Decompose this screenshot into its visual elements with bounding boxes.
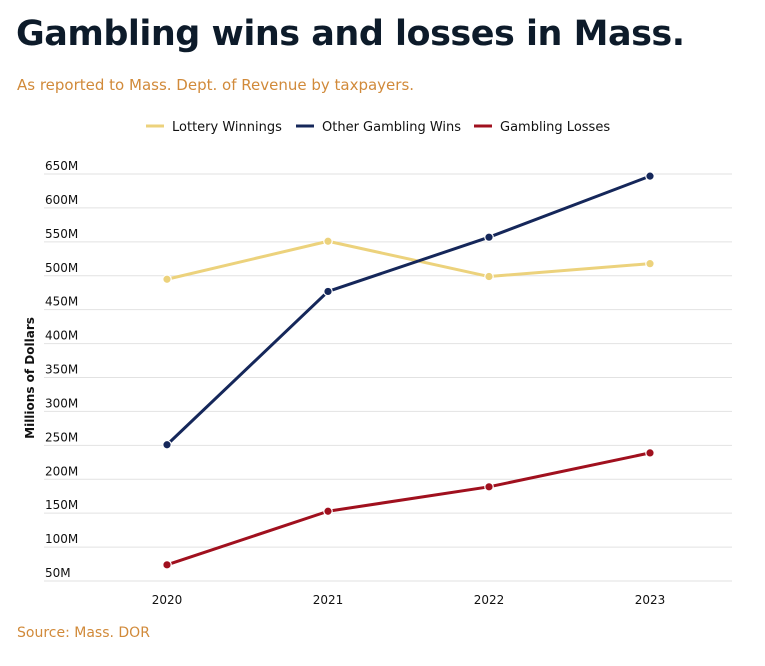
y-tick-label: 450M bbox=[45, 295, 78, 309]
legend-label: Lottery Winnings bbox=[172, 120, 282, 135]
gambling-losses-point bbox=[323, 506, 333, 517]
other-gambling-wins-point bbox=[645, 171, 655, 181]
series-lines bbox=[162, 171, 655, 570]
y-tick-label: 550M bbox=[45, 227, 78, 241]
chart-subtitle: As reported to Mass. Dept. of Revenue by… bbox=[17, 76, 415, 94]
line-chart: Lottery Winnings Other Gambling Wins Gambl… bbox=[23, 120, 732, 607]
y-tick-label: 400M bbox=[45, 329, 78, 343]
y-tick-label: 250M bbox=[45, 430, 78, 444]
y-tick-label: 350M bbox=[45, 363, 78, 377]
legend: Lottery Winnings Other Gambling Wins Gambl… bbox=[146, 120, 610, 135]
grid-lines bbox=[44, 173, 732, 582]
gambling-losses-line bbox=[165, 451, 652, 567]
y-tick-label: 200M bbox=[45, 464, 78, 478]
x-tick-label: 2021 bbox=[313, 593, 344, 607]
y-tick-label: 50M bbox=[45, 566, 71, 580]
other-gambling-wins-point bbox=[484, 232, 494, 242]
lottery-winnings-point bbox=[484, 271, 494, 282]
legend-label: Gambling Losses bbox=[500, 120, 610, 135]
other-gambling-wins-line bbox=[165, 174, 652, 447]
y-tick-label: 300M bbox=[45, 396, 78, 410]
chart-title: Gambling wins and losses in Mass. bbox=[16, 14, 685, 54]
x-tick-label: 2023 bbox=[635, 593, 666, 607]
x-axis-ticks: 2020 2021 2022 2023 bbox=[152, 593, 666, 607]
y-tick-label: 100M bbox=[45, 532, 78, 546]
other-gambling-wins-point bbox=[323, 286, 333, 297]
source-note: Source: Mass. DOR bbox=[17, 625, 150, 641]
gambling-losses-point bbox=[484, 482, 494, 492]
y-tick-label: 650M bbox=[45, 159, 78, 173]
y-tick-label: 600M bbox=[45, 193, 78, 207]
lottery-winnings-point bbox=[162, 274, 172, 285]
gambling-losses-point bbox=[162, 560, 172, 570]
y-axis-ticks: 50M 100M 150M 200M 250M 300M 350M 400M 450M 500M 5… bbox=[45, 159, 78, 580]
y-axis-label: Millions of Dollars bbox=[23, 317, 37, 439]
lottery-winnings-point bbox=[645, 258, 655, 269]
gambling-losses-point bbox=[645, 448, 655, 458]
y-tick-label: 500M bbox=[45, 261, 78, 275]
other-gambling-wins-point bbox=[162, 439, 172, 450]
lottery-winnings-line bbox=[165, 239, 652, 281]
y-tick-label: 150M bbox=[45, 498, 78, 512]
x-tick-label: 2020 bbox=[152, 593, 183, 607]
lottery-winnings-point bbox=[323, 236, 333, 247]
legend-label: Other Gambling Wins bbox=[322, 120, 461, 135]
x-tick-label: 2022 bbox=[474, 593, 505, 607]
